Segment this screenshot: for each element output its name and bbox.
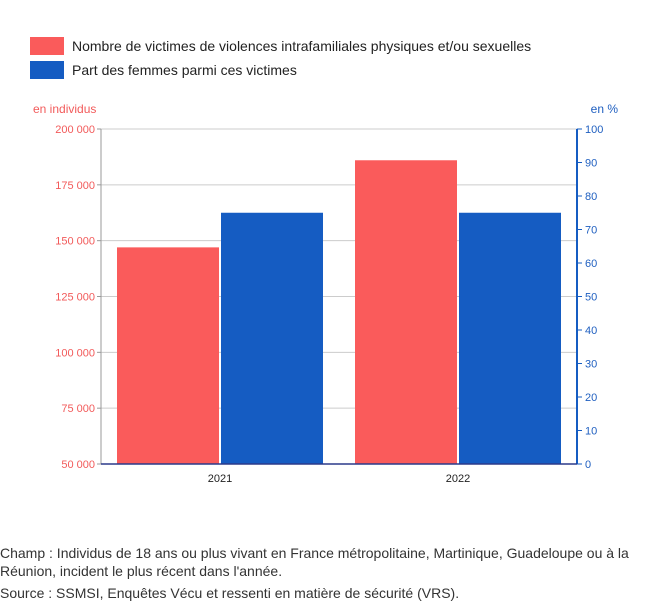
left-axis-tick-label: 100 000 (55, 347, 95, 359)
right-axis-tick-label: 100 (585, 124, 603, 136)
left-axis-tick-label: 200 000 (55, 124, 95, 136)
right-axis-tick-label: 60 (585, 258, 597, 270)
legend-label-victims: Nombre de victimes de violences intrafam… (72, 38, 532, 54)
right-axis-tick-label: 50 (585, 292, 597, 304)
source-note: Source : SSMSI, Enquêtes Vécu et ressent… (0, 585, 460, 601)
left-axis-tick-label: 125 000 (55, 292, 95, 304)
legend-label-women-share: Part des femmes parmi ces victimes (72, 62, 297, 78)
bar-victims-2022 (355, 160, 457, 464)
left-axis-tick-label: 175 000 (55, 180, 95, 192)
x-axis-tick-label: 2022 (446, 473, 470, 485)
right-axis-tick-label: 10 (585, 426, 597, 438)
right-axis-tick-label: 40 (585, 325, 597, 337)
legend-swatch-victims (30, 37, 64, 55)
legend-item-women-share[interactable]: Part des femmes parmi ces victimes (30, 58, 531, 82)
right-axis-tick-label: 0 (585, 459, 591, 471)
left-axis-tick-label: 150 000 (55, 236, 95, 248)
x-axis-tick-label: 2021 (208, 473, 232, 485)
left-axis-unit-label: en individus (33, 102, 96, 116)
right-axis-tick-label: 30 (585, 359, 597, 371)
chart-notes: Champ : Individus de 18 ans ou plus viva… (0, 544, 655, 602)
left-axis-tick-label: 50 000 (61, 459, 95, 471)
bar-chart: en individus en % 50 000 75 000 100 000 125… (33, 102, 619, 485)
chart-legend: Nombre de victimes de violences intrafam… (30, 34, 531, 82)
right-axis-tick-label: 70 (585, 225, 597, 237)
right-axis-tick-label: 20 (585, 392, 597, 404)
left-axis-tick-label: 75 000 (61, 403, 95, 415)
right-axis-tick-label: 80 (585, 191, 597, 203)
right-axis-tick-label: 90 (585, 158, 597, 170)
legend-swatch-women-share (30, 61, 64, 79)
bar-women-share-2021 (221, 212, 323, 464)
right-axis-unit-label: en % (591, 102, 619, 116)
bar-women-share-2022 (459, 212, 561, 464)
legend-item-victims[interactable]: Nombre de victimes de violences intrafam… (30, 34, 531, 58)
bar-victims-2021 (117, 247, 219, 464)
champ-note: Champ : Individus de 18 ans ou plus viva… (0, 545, 629, 579)
